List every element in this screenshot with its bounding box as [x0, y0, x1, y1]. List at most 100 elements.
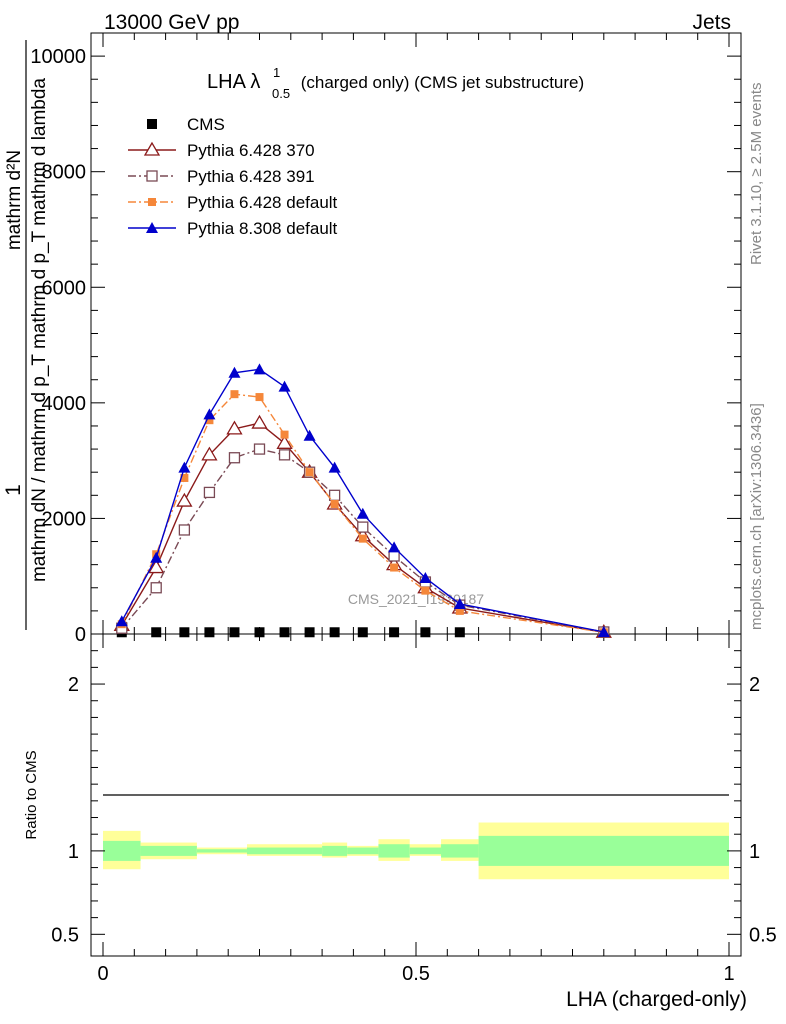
ratio-y-axis-ticks: 0.5 0.5 1 1 2 2	[51, 650, 777, 946]
header-category: Jets	[692, 11, 731, 34]
ratio-band-inner	[322, 845, 348, 856]
main-y-tick-label: 6000	[42, 277, 87, 299]
data-point	[226, 420, 243, 435]
legend-marker	[147, 119, 157, 129]
data-point	[203, 486, 216, 499]
data-point	[254, 627, 265, 638]
series-pythia-8-308-default	[115, 363, 610, 637]
ratio-y-tick-label-right: 1	[749, 841, 760, 863]
side-label-mcplots: mcplots.cern.ch [arXiv:1306.3436]	[748, 403, 765, 630]
data-point	[115, 615, 128, 627]
data-point	[204, 627, 215, 638]
chart-title-sup: 1	[273, 65, 280, 80]
side-label-rivet: Rivet 3.1.10, ≥ 2.5M events	[748, 83, 765, 266]
ratio-band-inner	[409, 847, 442, 855]
x-tick-label: 0	[97, 963, 108, 985]
ratio-y-tick-label: 1	[68, 841, 79, 863]
data-point	[179, 627, 190, 638]
x-axis-label: LHA (charged-only)	[566, 988, 747, 1011]
data-point	[276, 435, 293, 449]
legend-item: Pythia 6.428 391	[128, 167, 315, 186]
data-point	[356, 507, 369, 519]
data-point	[203, 408, 216, 420]
ylabel-numerator: mathrm d²N	[4, 150, 25, 250]
data-point	[303, 429, 316, 441]
ratio-y-tick-label-right: 2	[749, 674, 760, 696]
data-point	[178, 461, 191, 473]
data-point	[278, 449, 291, 461]
main-y-axis-label: 1 mathrm d²N mathrm dN / mathrm d p_T ma…	[2, 40, 50, 630]
legend-marker	[146, 222, 158, 233]
ratio-band-inner	[347, 847, 379, 855]
data-point	[280, 430, 289, 439]
ratio-y-tick-label: 0.5	[51, 924, 79, 946]
header-energy: 13000 GeV pp	[104, 11, 239, 34]
legend-label: Pythia 8.308 default	[187, 219, 338, 238]
legend-marker	[143, 141, 161, 156]
data-point	[453, 597, 466, 609]
data-point	[597, 625, 610, 637]
data-point	[228, 366, 241, 378]
data-point	[251, 414, 268, 429]
data-point	[255, 393, 264, 402]
data-point	[390, 563, 399, 572]
data-point	[419, 571, 432, 583]
data-point	[389, 627, 400, 638]
data-point	[420, 627, 431, 638]
ratio-y-axis-label: Ratio to CMS	[23, 750, 40, 839]
main-y-tick-label: 2000	[42, 508, 87, 530]
data-point	[279, 627, 290, 638]
legend-item: Pythia 6.428 default	[128, 193, 338, 212]
data-point	[330, 499, 339, 508]
data-point	[305, 468, 314, 477]
ratio-band-inner	[246, 847, 323, 855]
data-point	[388, 541, 401, 553]
ratio-band-inner	[478, 835, 729, 866]
data-point	[228, 452, 241, 464]
chart-title: LHA λ 1 0.5 (charged only) (CMS jet subs…	[207, 65, 584, 101]
data-point	[150, 551, 163, 563]
ratio-x-axis-ticks: 0 0.5 1	[97, 634, 735, 985]
data-point	[454, 627, 465, 638]
data-point	[421, 586, 430, 595]
svg-text:LHA λ: LHA λ	[207, 71, 260, 93]
ratio-band-inner	[441, 844, 479, 858]
data-point	[148, 559, 165, 574]
legend-label: Pythia 6.428 370	[187, 141, 315, 160]
data-point	[304, 627, 315, 638]
ratio-band-inner	[378, 844, 410, 858]
data-point	[328, 489, 341, 501]
series-line	[121, 448, 604, 633]
legend-label: Pythia 6.428 default	[187, 193, 338, 212]
data-point	[176, 492, 193, 507]
ratio-band-inner	[196, 849, 247, 853]
data-point	[201, 446, 218, 461]
data-point	[205, 416, 214, 425]
data-point	[455, 606, 464, 615]
ratio-uncertainty-bands	[103, 822, 729, 880]
data-point	[230, 390, 239, 399]
data-point	[328, 461, 341, 473]
data-point	[358, 534, 367, 543]
main-y-tick-label: 4000	[42, 393, 87, 415]
legend: CMS Pythia 6.428 370 Pythia 6.428 391 Pythi…	[128, 115, 338, 238]
legend-marker	[148, 198, 156, 206]
series-line	[121, 393, 604, 633]
ylabel-one: 1	[2, 484, 25, 496]
ratio-band-inner	[140, 845, 197, 856]
chart-title-main: LHA λ	[207, 71, 260, 93]
data-point	[180, 473, 189, 482]
legend-marker	[146, 170, 158, 182]
series-line	[121, 368, 604, 633]
main-y-tick-label: 10000	[30, 46, 86, 68]
ratio-y-tick-label-right: 0.5	[749, 924, 777, 946]
data-point	[178, 524, 191, 536]
main-y-tick-label: 0	[75, 624, 86, 646]
main-x-axis-ticks	[102, 33, 730, 634]
data-point	[357, 627, 368, 638]
data-point	[151, 627, 162, 638]
data-point	[278, 380, 291, 392]
data-point	[150, 582, 162, 594]
legend-label: CMS	[187, 115, 225, 134]
